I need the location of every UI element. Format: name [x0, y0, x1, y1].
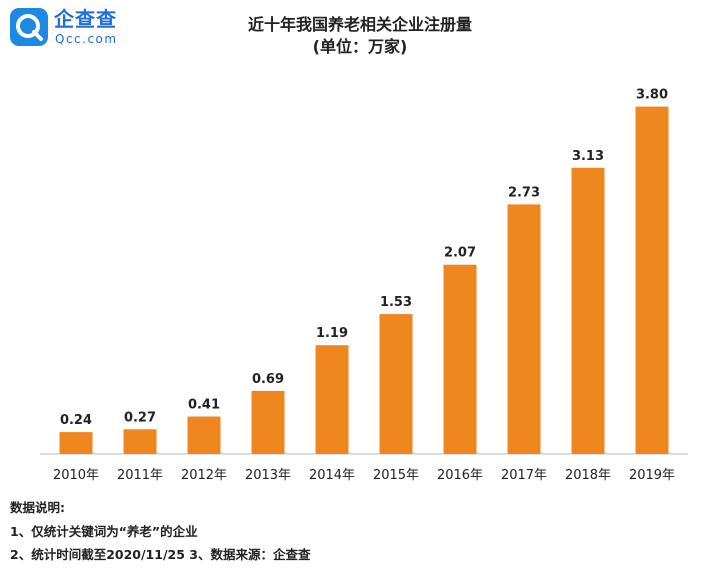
x-tick-label-3: 2012年: [181, 468, 227, 483]
notes-heading: 数据说明:: [10, 500, 65, 515]
x-tick-label-2: 2011年: [117, 468, 163, 483]
x-tick-label-7: 2016年: [437, 468, 483, 483]
x-tick-label-6: 2015年: [373, 468, 419, 483]
data-label-5: 1.19: [316, 326, 348, 341]
data-label-6: 1.53: [380, 295, 412, 310]
brand-name: 企查查: [54, 7, 117, 31]
brand-site: Qcc.com: [55, 32, 118, 46]
bar-7: [443, 264, 477, 454]
x-tick-label-10: 2019年: [629, 468, 675, 483]
bar-6: [379, 314, 413, 454]
bar-8: [507, 204, 541, 454]
notes-line-2: 2、统计时间截至2020/11/25 3、数据来源：企查查: [10, 547, 311, 562]
data-label-8: 2.73: [508, 185, 540, 200]
bar-3: [187, 416, 221, 454]
data-label-4: 0.69: [252, 372, 284, 387]
x-tick-label-9: 2018年: [565, 468, 611, 483]
qcc-logo-icon: [10, 8, 48, 46]
bar-1: [59, 432, 93, 454]
chart-title: 近十年我国养老相关企业注册量: [247, 15, 472, 34]
bar-4: [251, 390, 285, 454]
x-tick-label-1: 2010年: [53, 468, 99, 483]
brand-logo: 企查查 Qcc.com: [10, 8, 140, 48]
data-label-7: 2.07: [444, 246, 476, 261]
data-label-9: 3.13: [572, 149, 604, 164]
chart-subtitle: (单位：万家): [312, 37, 408, 56]
x-tick-label-8: 2017年: [501, 468, 547, 483]
bar-9: [571, 167, 605, 455]
x-tick-label-5: 2014年: [309, 468, 355, 483]
data-label-2: 0.27: [124, 410, 156, 425]
data-label-3: 0.41: [188, 398, 220, 413]
bar-10: [635, 106, 669, 454]
x-tick-label-4: 2013年: [245, 468, 291, 483]
data-label-1: 0.24: [60, 413, 92, 428]
bar-2: [123, 429, 157, 454]
data-label-10: 3.80: [636, 88, 668, 103]
bar-5: [315, 345, 349, 454]
notes-line-1: 1、仅统计关键词为“养老”的企业: [10, 524, 198, 539]
